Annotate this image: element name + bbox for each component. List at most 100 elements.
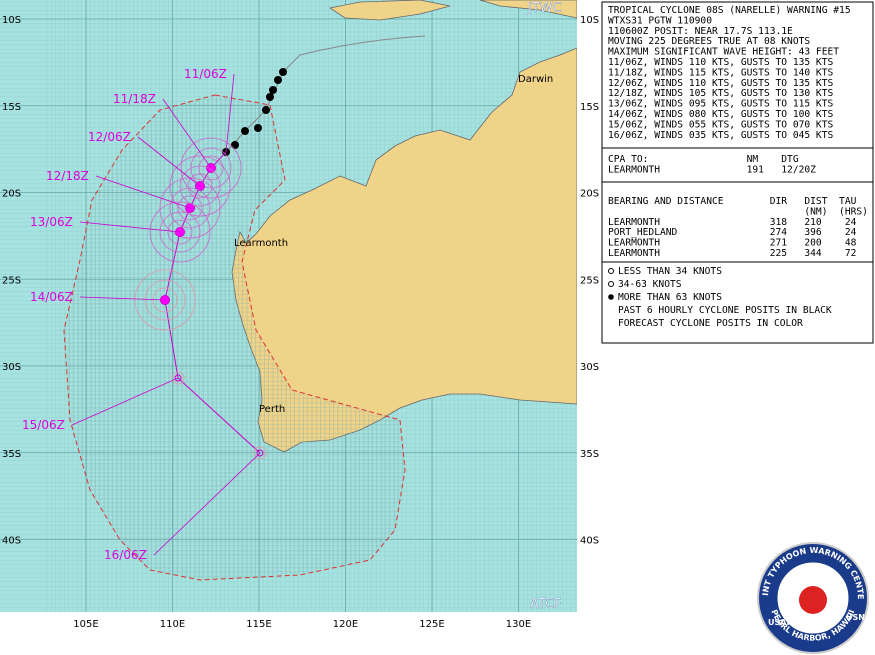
logo-emblem (799, 586, 827, 614)
leader-line (153, 452, 261, 556)
lat-label: 30S (2, 362, 21, 373)
past-position (254, 124, 262, 132)
place-name: Darwin (518, 74, 553, 85)
lat-label: 15S (580, 102, 599, 113)
wind-radius (149, 201, 211, 263)
panel-line: 34-63 KNOTS (618, 279, 682, 290)
agency-label: ATCF (530, 597, 562, 612)
panel-line: 16/06Z, WINDS 035 KTS, GUSTS TO 045 KTS (608, 130, 833, 141)
track-label: 13/06Z (30, 215, 73, 229)
leader-line (71, 377, 179, 426)
legend-symbol (608, 294, 614, 300)
lat-label: 20S (580, 189, 599, 200)
past-position (274, 76, 282, 84)
lat-label: 15S (2, 102, 21, 113)
lat-label: 25S (580, 275, 599, 286)
track-label: 11/18Z (113, 92, 156, 106)
lat-label: 40S (580, 536, 599, 547)
wind-radius (180, 137, 242, 199)
lon-label: 105E (73, 619, 98, 630)
track-label: 16/06Z (104, 548, 147, 562)
panel-line: MORE THAN 63 KNOTS (618, 292, 722, 303)
forecast-position (256, 449, 264, 457)
panel-line: LEARMONTH 191 12/20Z (608, 164, 816, 175)
lat-label: 40S (2, 536, 21, 547)
panel-line: 12/18Z, WINDS 105 KTS, GUSTS TO 130 KTS (608, 88, 833, 99)
wind-radius (198, 155, 224, 181)
lon-label: 120E (333, 619, 358, 630)
leader-line (79, 221, 181, 233)
panel-line: LESS THAN 34 KNOTS (618, 266, 722, 277)
wind-radius (144, 279, 186, 321)
past-position (279, 68, 287, 76)
land (328, 0, 577, 21)
agency-label: JTWC (527, 1, 562, 16)
track-label: 14/06Z (30, 290, 73, 304)
past-position (269, 86, 277, 94)
wind-radius (169, 187, 211, 229)
lon-label: 125E (419, 619, 444, 630)
legend-symbol (608, 268, 614, 274)
leader-line (225, 73, 235, 153)
leader-line (79, 296, 166, 301)
lon-label: 115E (246, 619, 271, 630)
forecast-position (174, 374, 182, 382)
lat-label: 10S (580, 15, 599, 26)
lon-label: 110E (160, 619, 185, 630)
panel-line: (NM) (HRS) (608, 206, 868, 217)
panel-line: BEARING AND DISTANCE DIR DIST TAU (608, 196, 857, 207)
panel-line: 110600Z POSIT: NEAR 17.7S 113.1E (608, 26, 793, 37)
track-label: 12/18Z (46, 169, 89, 183)
wind-radius (179, 165, 221, 207)
past-position (262, 106, 270, 114)
wind-radius (167, 219, 193, 245)
panel-line: FORECAST CYCLONE POSITS IN COLOR (618, 318, 803, 329)
panel-line: 14/06Z, WINDS 080 KTS, GUSTS TO 100 KTS (608, 109, 833, 120)
panel-line: PAST 6 HOURLY CYCLONE POSITS IN BLACK (618, 305, 832, 316)
place-name: Learmonth (234, 238, 288, 249)
panel-line: LEARMONTH 225 344 72 (608, 248, 856, 259)
lat-label: 30S (580, 362, 599, 373)
panel-line: 15/06Z, WINDS 055 KTS, GUSTS TO 070 KTS (608, 119, 833, 130)
lat-label: 10S (2, 15, 21, 26)
past-position (231, 141, 239, 149)
wind-radius (187, 173, 213, 199)
wind-radius (171, 371, 185, 385)
panel-line: 11/18Z, WINDS 115 KTS, GUSTS TO 140 KTS (608, 67, 833, 78)
lat-label: 35S (2, 449, 21, 460)
leader-line (137, 136, 201, 187)
wind-radius (159, 211, 201, 253)
leader-line (95, 175, 191, 209)
logo-text: USN (846, 613, 865, 622)
past-position (266, 93, 274, 101)
info-panel (601, 1, 874, 344)
legend-symbol (608, 281, 614, 287)
panel-line: CPA TO: NM DTG (608, 154, 799, 165)
lon-label: 130E (506, 619, 531, 630)
panel-line: LEARMONTH 318 210 24 (608, 217, 857, 228)
panel-line: 11/06Z, WINDS 110 KTS, GUSTS TO 135 KTS (608, 57, 833, 68)
wind-radius (253, 446, 267, 460)
panel-line: WTXS31 PGTW 110900 (608, 15, 712, 26)
track-label: 11/06Z (184, 67, 227, 81)
lat-label: 20S (2, 189, 21, 200)
place-name: Perth (259, 404, 285, 415)
track-label: 12/06Z (88, 130, 131, 144)
panel-line: LEARMONTH 271 200 48 (608, 238, 857, 249)
panel-line: TROPICAL CYCLONE 08S (NARELLE) WARNING #… (608, 5, 851, 16)
leader-line (162, 98, 212, 169)
lat-label: 25S (2, 275, 21, 286)
logo-text: USAF (768, 618, 792, 627)
panel-line: PORT_HEDLAND 274 396 24 (608, 227, 857, 238)
lat-label: 35S (580, 449, 599, 460)
track-label: 15/06Z (22, 418, 65, 432)
wind-radius (177, 195, 203, 221)
panel-line: MOVING 225 DEGREES TRUE AT 08 KNOTS (608, 36, 810, 47)
past-position (241, 127, 249, 135)
wind-radius (152, 287, 178, 313)
panel-line: MAXIMUM SIGNIFICANT WAVE HEIGHT: 43 FEET (608, 47, 839, 58)
wind-radius (134, 269, 196, 331)
panel-line: 13/06Z, WINDS 095 KTS, GUSTS TO 115 KTS (608, 99, 833, 110)
danger-area (63, 94, 406, 581)
